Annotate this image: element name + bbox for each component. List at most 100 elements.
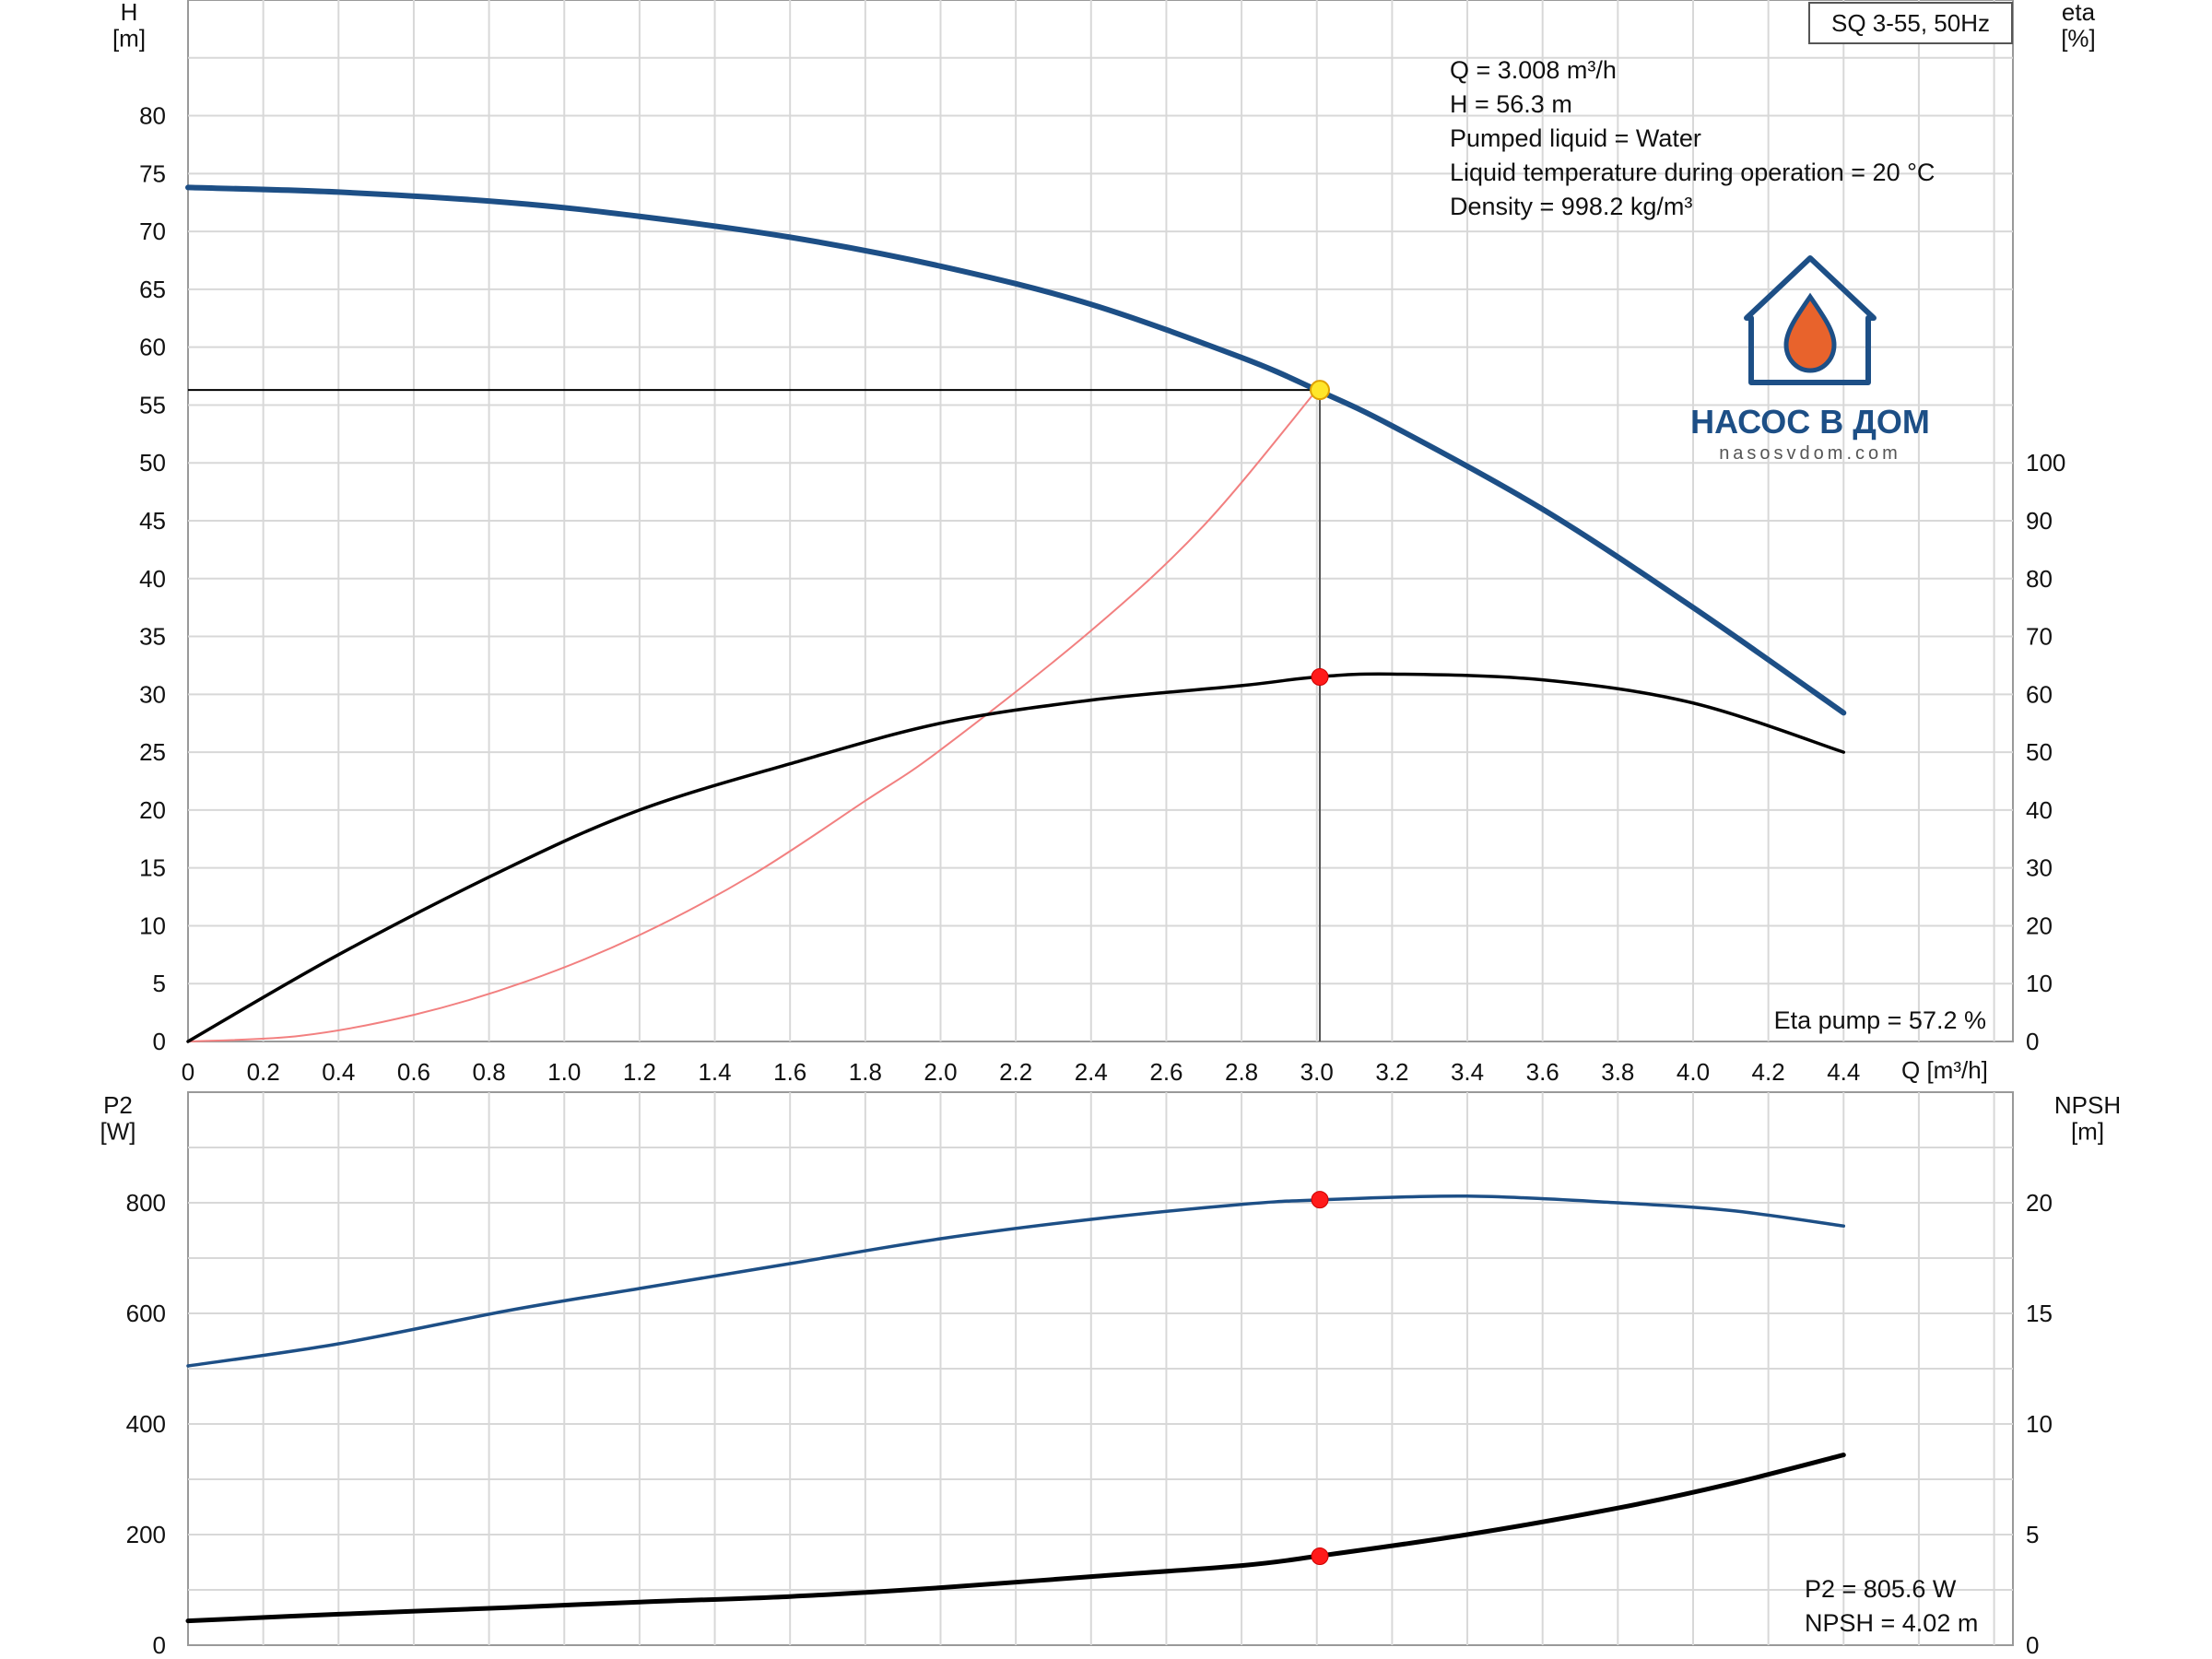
x-tick-label: 3.0 — [1300, 1058, 1334, 1086]
y-tick-label: 60 — [139, 334, 166, 361]
head-efficiency-panel: 0 0.2 0.4 0.6 0.8 1.0 1.2 1.4 1.6 1.8 2.0 2.2 2.4 2.6… — [112, 0, 2096, 1086]
info-temperature: Liquid temperature during operation = 20… — [1450, 159, 1935, 186]
y2-tick-label: 30 — [2026, 854, 2053, 882]
y2-tick-label: 70 — [2026, 623, 2053, 651]
x-tick-label: 1.4 — [698, 1058, 731, 1086]
y-tick-label: 5 — [153, 970, 166, 997]
chart-title: SQ 3-55, 50Hz — [1831, 9, 1990, 37]
y2-tick-label: 40 — [2026, 796, 2053, 824]
info-q: Q = 3.008 m³/h — [1450, 56, 1617, 84]
x-tick-label: 2.2 — [999, 1058, 1032, 1086]
logo-subtitle: nasosvdom.com — [1719, 443, 1901, 464]
y2-tick-label: 100 — [2026, 449, 2065, 477]
operating-info-block: Q = 3.008 m³/h H = 56.3 m Pumped liquid … — [1450, 56, 1935, 220]
house-outline-icon — [1744, 255, 1877, 385]
npsh-value-label: NPSH = 4.02 m — [1805, 1609, 1978, 1637]
y-tick-label: 65 — [139, 276, 166, 303]
y-tick-label: 80 — [139, 102, 166, 130]
p2-tick-label: 800 — [126, 1189, 166, 1217]
y-axis-label-p2: P2 [W] — [100, 1091, 136, 1146]
x-tick-label: 2.0 — [924, 1058, 957, 1086]
head-curve-line — [185, 184, 1847, 716]
x-tick-label: 4.4 — [1827, 1058, 1860, 1086]
y-tick-label: 35 — [139, 623, 166, 651]
y-tick-label: 70 — [139, 218, 166, 245]
y2-axis-label-npsh: NPSH [m] — [2054, 1091, 2121, 1146]
y-tick-label: 55 — [139, 391, 166, 418]
y2-tick-label: 80 — [2026, 565, 2053, 593]
p2-tick-label: 600 — [126, 1300, 166, 1327]
y2-tick-label: 60 — [2026, 680, 2053, 708]
x-tick-label: 3.2 — [1375, 1058, 1408, 1086]
npsh-tick-label: 15 — [2026, 1300, 2053, 1327]
x-tick-label: 1.0 — [547, 1058, 581, 1086]
top-series — [185, 184, 1847, 1043]
x-tick-label: 0.4 — [322, 1058, 355, 1086]
eta-pump-label: Eta pump = 57.2 % — [1774, 1006, 1986, 1034]
y2-tick-label: 20 — [2026, 912, 2053, 939]
bottom-series — [185, 1191, 1846, 1624]
y-tick-label: 50 — [139, 449, 166, 477]
x-tick-label: 2.4 — [1075, 1058, 1108, 1086]
x-axis-label-q: Q [m³/h] — [1901, 1056, 1988, 1084]
p2-value-label: P2 = 805.6 W — [1805, 1575, 1957, 1603]
npsh-tick-label: 20 — [2026, 1189, 2053, 1217]
bottom-ticks: 0 200 400 600 800 0 5 10 15 20 — [126, 1189, 2053, 1659]
p2-tick-label: 400 — [126, 1410, 166, 1438]
bottom-grid — [188, 1092, 2013, 1645]
power-npsh-panel: 0 200 400 600 800 0 5 10 15 20 P2 [W] NPSH [m] P2 =… — [100, 1091, 2121, 1659]
nasos-v-dom-logo: НАСОС В ДОМ nasosvdom.com — [1690, 255, 1930, 464]
x-tick-label: 0 — [182, 1058, 194, 1086]
y-tick-label: 40 — [139, 565, 166, 593]
head-operating-point — [1310, 380, 1331, 401]
y-tick-label: 45 — [139, 507, 166, 535]
power-curve-line — [186, 1194, 1846, 1368]
info-liquid: Pumped liquid = Water — [1450, 124, 1701, 152]
x-tick-label: 1.8 — [849, 1058, 882, 1086]
efficiency-curve-line — [186, 672, 1846, 1043]
p2-tick-label: 200 — [126, 1521, 166, 1548]
npsh-operating-point — [1311, 1547, 1329, 1566]
npsh-tick-label: 5 — [2026, 1521, 2039, 1548]
system-curve-line — [187, 389, 1318, 1042]
x-tick-label: 0.6 — [397, 1058, 430, 1086]
x-tick-label: 0.8 — [473, 1058, 506, 1086]
y-tick-label: 20 — [139, 796, 166, 824]
x-tick-label: 0.2 — [247, 1058, 280, 1086]
y-tick-label: 30 — [139, 680, 166, 708]
y2-tick-label: 90 — [2026, 507, 2053, 535]
y-tick-label: 15 — [139, 854, 166, 882]
x-tick-label: 1.6 — [773, 1058, 806, 1086]
x-tick-label: 1.2 — [623, 1058, 656, 1086]
info-density: Density = 998.2 kg/m³ — [1450, 193, 1692, 220]
y-tick-label: 25 — [139, 738, 166, 766]
y2-tick-label: 0 — [2026, 1028, 2039, 1055]
y2-tick-label: 10 — [2026, 970, 2053, 997]
y-tick-label: 10 — [139, 912, 166, 939]
y-tick-label: 0 — [153, 1028, 166, 1055]
y-axis-label-h: H [m] — [112, 0, 146, 53]
info-h: H = 56.3 m — [1450, 90, 1572, 118]
x-tick-label: 4.2 — [1752, 1058, 1785, 1086]
top-ticks: 0 0.2 0.4 0.6 0.8 1.0 1.2 1.4 1.6 1.8 2.0 2.2 2.4 2.6… — [139, 102, 2065, 1086]
npsh-tick-label: 10 — [2026, 1410, 2053, 1438]
x-tick-label: 3.4 — [1451, 1058, 1484, 1086]
x-tick-label: 3.6 — [1526, 1058, 1559, 1086]
p2-tick-label: 0 — [153, 1631, 166, 1659]
x-tick-label: 2.8 — [1225, 1058, 1258, 1086]
top-grid — [188, 0, 2013, 1041]
npsh-tick-label: 0 — [2026, 1631, 2039, 1659]
efficiency-operating-point — [1311, 668, 1329, 686]
logo-title: НАСОС В ДОМ — [1690, 403, 1930, 441]
power-operating-point — [1311, 1191, 1329, 1209]
npsh-curve-line — [185, 1453, 1846, 1624]
title-badge — [1808, 2, 2013, 44]
y2-tick-label: 50 — [2026, 738, 2053, 766]
x-tick-label: 3.8 — [1601, 1058, 1634, 1086]
y2-axis-label-eta: eta [%] — [2061, 0, 2096, 53]
x-tick-label: 2.6 — [1149, 1058, 1182, 1086]
flame-icon — [1783, 292, 1837, 373]
y-tick-label: 75 — [139, 159, 166, 187]
x-tick-label: 4.0 — [1677, 1058, 1710, 1086]
